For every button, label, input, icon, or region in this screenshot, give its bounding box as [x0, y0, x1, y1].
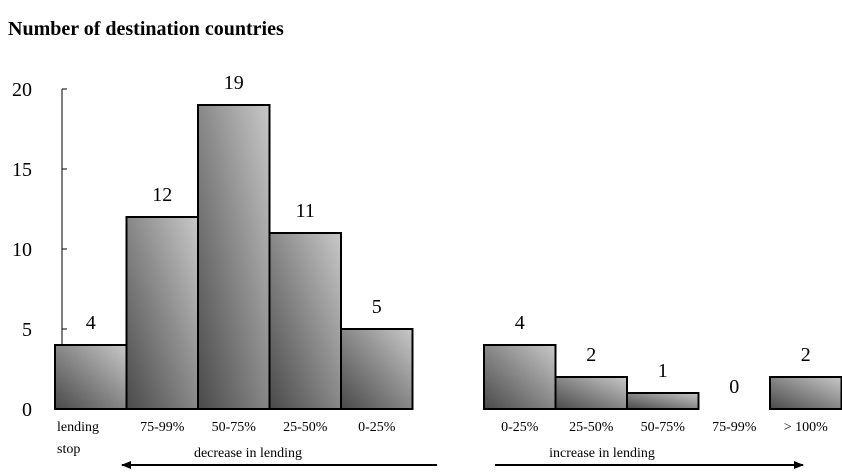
data-label: 12 — [152, 184, 172, 206]
y-tick-label: 10 — [12, 239, 32, 261]
bar — [483, 344, 557, 410]
category-label: > 100% — [784, 420, 828, 435]
group-label-decrease: decrease in lending — [194, 446, 302, 461]
category-label: 50-75% — [212, 420, 257, 435]
bar — [626, 392, 700, 410]
y-tick-label: 5 — [22, 319, 32, 341]
category-label: 0-25% — [358, 420, 396, 435]
labels: 4lendingstop1275-99%1950-75%1125-50%50-2… — [57, 72, 828, 461]
data-label: 2 — [801, 344, 811, 366]
category-label: 25-50% — [283, 420, 328, 435]
bar — [554, 376, 628, 410]
bar — [125, 216, 199, 410]
data-label: 11 — [296, 200, 315, 222]
bar — [769, 376, 842, 410]
data-label: 4 — [86, 312, 96, 334]
data-label: 2 — [586, 344, 596, 366]
bar — [340, 328, 414, 410]
y-tick-label: 15 — [12, 159, 32, 181]
bar — [54, 344, 128, 410]
y-tick-label: 20 — [12, 79, 32, 101]
category-label: 0-25% — [501, 420, 539, 435]
category-label: 75-99% — [140, 420, 185, 435]
bar — [268, 232, 342, 410]
data-label: 0 — [729, 376, 739, 398]
y-tick-label: 0 — [22, 399, 32, 421]
category-label: lending — [57, 420, 99, 435]
data-label: 1 — [658, 360, 668, 382]
data-label: 4 — [515, 312, 525, 334]
bar — [197, 104, 271, 410]
group-label-increase: increase in lending — [549, 446, 655, 461]
bars — [54, 104, 842, 410]
data-label: 19 — [224, 72, 244, 94]
data-label: 5 — [372, 296, 382, 318]
category-label: 50-75% — [641, 420, 686, 435]
category-label: 25-50% — [569, 420, 614, 435]
chart-title: Number of destination countries — [8, 18, 284, 40]
category-label: 75-99% — [712, 420, 757, 435]
category-label: stop — [57, 442, 80, 457]
